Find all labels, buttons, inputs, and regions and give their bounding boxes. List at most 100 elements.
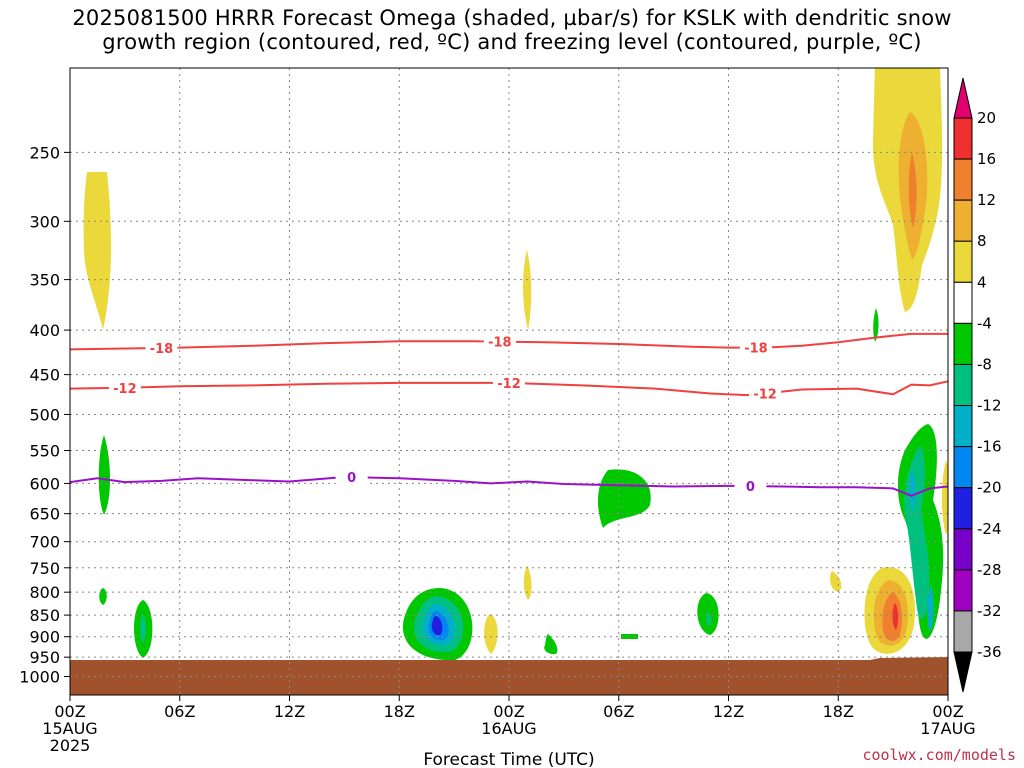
- dgz_minus18-label-2: -18: [744, 342, 768, 357]
- x-tick-label-6: 12Z: [713, 702, 744, 721]
- y-tick-label-350: 350: [29, 271, 60, 290]
- omega-upward-feature-9: [431, 616, 443, 636]
- omega-downward-feature-12: [882, 592, 902, 642]
- chart-title-line-1: 2025081500 HRRR Forecast Omega (shaded, …: [72, 6, 952, 30]
- dgz_minus18-label-1: -18: [488, 336, 512, 351]
- colorbar-label-0: 20: [977, 109, 996, 127]
- terrain-top-edge: [70, 657, 948, 662]
- y-tick-label-550: 550: [29, 442, 60, 461]
- freezing_level-line: [69, 476, 949, 497]
- colorbar-label-1: 16: [977, 150, 996, 168]
- x-tick-label-5: 06Z: [603, 702, 634, 721]
- dgz_minus18-label-0: -18: [150, 342, 174, 357]
- freezing_level-label-bg-1: [734, 478, 767, 495]
- y-tick-label-1000: 1000: [19, 668, 60, 687]
- omega-upward-feature-18: [909, 470, 916, 512]
- dgz_minus18-label-bg-2: [739, 339, 772, 356]
- omega-downward-feature-3: [523, 565, 532, 600]
- omega-upward-feature-4: [140, 615, 146, 643]
- colorbar-label-13: -36: [977, 643, 1002, 661]
- colorbar-top-arrow: [953, 77, 973, 119]
- x-tick-label-7: 18Z: [823, 702, 854, 721]
- dgz_minus12-label-1: -12: [497, 377, 521, 392]
- colorbar-bin-6: [953, 363, 973, 407]
- dgz_minus18-label-bg-1: [483, 333, 516, 350]
- colorbar-label-5: -4: [977, 314, 992, 332]
- omega-downward-feature-6: [941, 460, 948, 535]
- colorbar-bin-1: [953, 158, 973, 201]
- omega-downward-feature-2: [522, 250, 532, 330]
- dgz_minus18-line: [69, 332, 948, 351]
- y-tick-label-300: 300: [29, 212, 60, 231]
- x-tick-label-2: 12Z: [274, 702, 305, 721]
- omega-downward-feature-13: [892, 603, 899, 630]
- colorbar: 20 16 12 8 4 -4 -8 -12 -16 -20 -24 -28 -32 -36: [953, 77, 1002, 693]
- x-tick-label-0: 00Z 15AUG 2025: [42, 702, 97, 755]
- x-tick-label-1: 06Z: [164, 702, 195, 721]
- y-tick-label-250: 250: [29, 143, 60, 162]
- colorbar-bin-0: [953, 117, 973, 160]
- y-tick-label-950: 950: [29, 648, 60, 667]
- colorbar-label-2: 12: [977, 191, 996, 209]
- x-axis-label: Forecast Time (UTC): [423, 750, 594, 768]
- colorbar-label-4: 4: [977, 273, 987, 291]
- freezing_level-label-1: 0: [746, 480, 755, 495]
- y-tick-label-700: 700: [29, 533, 60, 552]
- colorbar-label-11: -28: [977, 561, 1002, 579]
- dgz_minus12-label-bg-1: [493, 374, 525, 391]
- dgz_minus12-label-0: -12: [113, 382, 137, 397]
- colorbar-bin-8: [953, 446, 973, 489]
- colorbar-bin-10: [953, 528, 973, 571]
- omega-upward-feature-19: [927, 585, 934, 632]
- x-tick-label-3: 18Z: [384, 702, 415, 721]
- dgz_minus18-label-bg-0: [145, 339, 178, 356]
- freezing_level-label-bg-0: [335, 469, 368, 486]
- y-tick-label-500: 500: [29, 405, 60, 424]
- omega-upward-feature-14: [544, 634, 558, 655]
- y-axis: 250 300 350 400 450 500 550 600 650 700 750 800 850 9…: [19, 143, 70, 687]
- colorbar-bin-5: [953, 322, 973, 365]
- x-axis: 00Z 15AUG 2025 06Z 12Z 18Z 00Z 16AUG 06Z 12Z 18Z 00…: [42, 695, 976, 755]
- y-tick-label-400: 400: [29, 321, 60, 340]
- y-tick-label-750: 750: [29, 559, 60, 578]
- colorbar-label-6: -8: [977, 355, 992, 373]
- omega-shading: [83, 68, 948, 661]
- omega-downward-feature-5: [830, 571, 842, 592]
- colorbar-label-3: 8: [977, 232, 987, 250]
- omega-downward-feature-9: [908, 152, 917, 228]
- colorbar-bin-9: [953, 487, 973, 530]
- dgz_minus12-label-2: -12: [753, 387, 777, 402]
- y-tick-label-900: 900: [29, 628, 60, 647]
- contour-lines: -18 -18 -18 -12 -12 -12 0 0: [69, 332, 949, 497]
- freezing_level-label-0: 0: [347, 471, 356, 486]
- omega-downward-feature-1: [83, 172, 112, 330]
- dgz_minus12-label-bg-0: [108, 379, 141, 396]
- colorbar-bin-2: [953, 199, 973, 242]
- omega-upward-feature-15: [873, 308, 879, 342]
- x-tick-label-4: 00Z 16AUG: [481, 702, 536, 738]
- colorbar-bin-3: [953, 240, 973, 283]
- y-tick-label-600: 600: [29, 474, 60, 493]
- colorbar-bottom-arrow: [953, 651, 973, 693]
- y-tick-label-850: 850: [29, 606, 60, 625]
- dgz_minus12-label-bg-2: [749, 385, 782, 402]
- colorbar-bin-12: [953, 610, 973, 653]
- chart-title: 2025081500 HRRR Forecast Omega (shaded, …: [0, 6, 1024, 54]
- omega-upward-feature-2: [99, 588, 107, 605]
- x-tick-label-8: 00Z 17AUG: [920, 702, 975, 738]
- colorbar-bin-11: [953, 569, 973, 612]
- omega-downward-feature-4: [484, 614, 498, 654]
- credit-url: coolwx.com/models: [862, 746, 1016, 764]
- dgz_minus12-line: [69, 380, 949, 397]
- colorbar-label-10: -24: [977, 520, 1002, 538]
- colorbar-label-9: -20: [977, 479, 1002, 497]
- y-tick-label-450: 450: [29, 366, 60, 385]
- terrain-fill: [70, 660, 948, 695]
- y-tick-label-800: 800: [29, 583, 60, 602]
- omega-upward-feature-1: [98, 435, 110, 515]
- colorbar-label-12: -32: [977, 602, 1002, 620]
- colorbar-bin-4: [953, 281, 973, 324]
- omega-upward-feature-10: [597, 469, 651, 528]
- colorbar-bin-7: [953, 405, 973, 448]
